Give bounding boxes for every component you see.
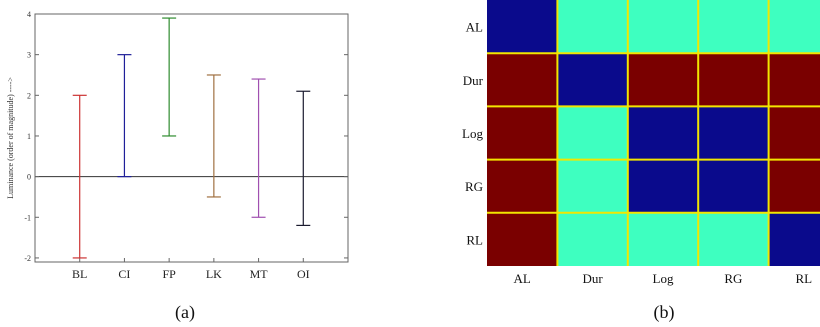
heatmap-cell-rg-rl <box>768 159 820 213</box>
heatmap-cell-dur-rl <box>768 53 820 107</box>
heatmap-cell-dur-dur <box>557 53 628 107</box>
error-bar-mt <box>251 78 266 218</box>
heatmap-cell-log-log <box>627 106 699 160</box>
y-tick-label: 1 <box>27 132 31 141</box>
y-axis-ticks: -2 -1 0 1 2 3 4 <box>24 10 348 263</box>
heatmap-col-label: Log <box>653 271 674 286</box>
heatmap-col-label: AL <box>514 271 531 286</box>
heatmap-row-label: Log <box>462 126 483 141</box>
heatmap-col-label: RL <box>795 271 812 286</box>
error-bars <box>72 17 311 259</box>
heatmap-cell-dur-log <box>627 53 699 107</box>
heatmap-panel: AL Dur Log RG RL AL Dur Log RG RL (b) <box>462 0 820 323</box>
heatmap-row-label: RG <box>465 179 483 194</box>
error-bar-fp <box>162 17 177 137</box>
x-tick-label: LK <box>206 267 222 281</box>
heatmap-cell-rl-rl <box>768 212 820 266</box>
y-tick-label: -1 <box>24 213 31 222</box>
heatmap-cell-log-dur <box>557 106 628 160</box>
heatmap-cell-al-rl <box>768 0 820 54</box>
panel-label-a: (a) <box>175 302 195 323</box>
y-tick-label: 2 <box>27 91 31 100</box>
heatmap-col-labels: AL Dur Log RG RL <box>514 271 813 286</box>
heatmap-cell-rg-log <box>627 159 699 213</box>
heatmap-cell-log-rl <box>768 106 820 160</box>
panel-label-b: (b) <box>654 302 675 323</box>
heatmap-cell-al-rg <box>698 0 769 54</box>
x-tick-label: OI <box>297 267 310 281</box>
error-bar-lk <box>206 74 221 198</box>
heatmap-cell-al-al <box>487 0 558 54</box>
heatmap-row-label: AL <box>466 20 483 35</box>
y-tick-label: 0 <box>27 173 31 182</box>
heatmap-cell-rl-rg <box>698 212 769 266</box>
heatmap-cell-rg-dur <box>557 159 628 213</box>
heatmap-cell-rg-rg <box>698 159 769 213</box>
y-axis-label: Luminance (order of magnitude) ----> <box>6 77 15 199</box>
heatmap-cell-rl-dur <box>557 212 628 266</box>
heatmap-cell-rl-al <box>487 212 558 266</box>
x-tick-label: MT <box>250 267 269 281</box>
heatmap-row-labels: AL Dur Log RG RL <box>462 20 484 248</box>
heatmap-cell-al-dur <box>557 0 628 54</box>
heatmap-cell-al-log <box>627 0 699 54</box>
heatmap-cells <box>487 0 820 266</box>
y-tick-label: 3 <box>27 51 31 60</box>
error-bar-oi <box>296 90 311 227</box>
heatmap-gridlines <box>487 0 820 266</box>
heatmap-cell-dur-al <box>487 53 558 107</box>
x-tick-label: BL <box>72 267 87 281</box>
y-tick-label: 4 <box>27 10 31 19</box>
heatmap-cell-rg-al <box>487 159 558 213</box>
plot-frame-a <box>34 13 349 263</box>
y-tick-label: -2 <box>24 254 31 263</box>
heatmap-row-label: RL <box>466 232 483 247</box>
heatmap-cell-dur-rg <box>698 53 769 107</box>
heatmap-row-label: Dur <box>463 73 484 88</box>
errorbar-panel: -2 -1 0 1 2 3 4 BL CI FP LK MT OI Luminance (order … <box>6 10 349 323</box>
error-bar-ci <box>117 54 132 178</box>
error-bar-bl <box>72 94 87 259</box>
heatmap-cell-rl-log <box>627 212 699 266</box>
x-axis-ticks: BL CI FP LK MT OI <box>72 258 310 281</box>
heatmap-cell-log-al <box>487 106 558 160</box>
x-tick-label: FP <box>162 267 176 281</box>
heatmap-col-label: Dur <box>582 271 603 286</box>
x-tick-label: CI <box>118 267 130 281</box>
heatmap-col-label: RG <box>724 271 742 286</box>
heatmap-cell-log-rg <box>698 106 769 160</box>
